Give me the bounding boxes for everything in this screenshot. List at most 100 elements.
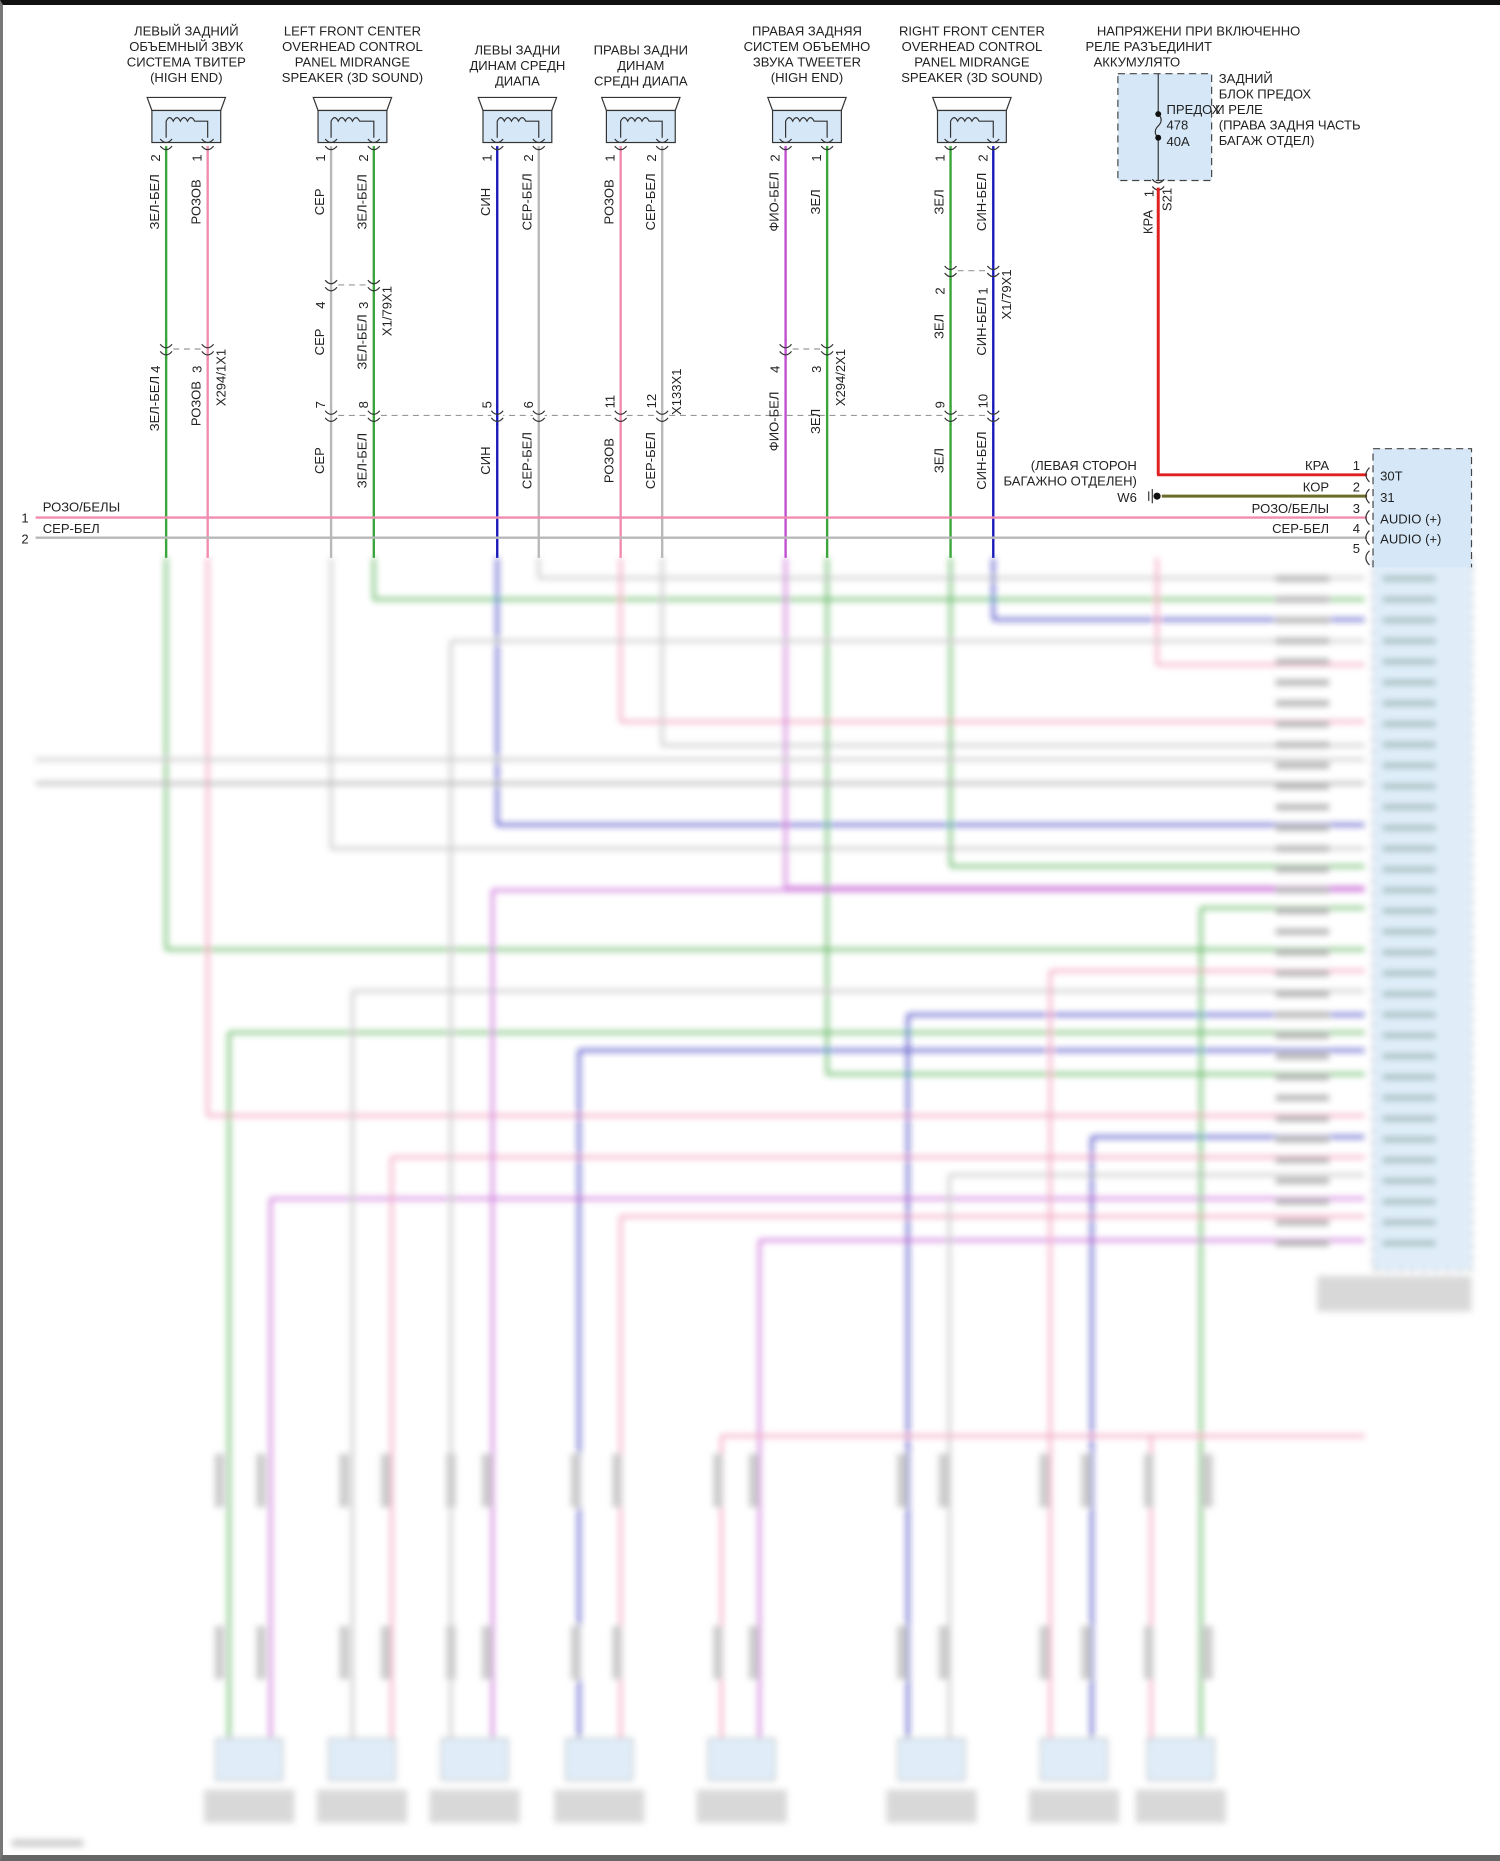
connector-pin-icon	[1365, 550, 1370, 566]
connector-pin-icon	[944, 265, 957, 278]
blurred-connector-label	[1081, 1453, 1091, 1508]
speaker-body	[482, 109, 553, 144]
wire-color-label: ЗЕЛ-БЕЛ	[147, 174, 162, 229]
blurred-pin-label	[1382, 928, 1436, 935]
pin-number: 12	[644, 394, 659, 409]
pin-number: 1	[603, 154, 618, 161]
wire-color-label: ФИО-БЕЛ	[766, 172, 781, 232]
blurred-pin-label	[1382, 679, 1436, 686]
ground-label: БАГАЖНО ОТДЕЛЕН)	[1003, 473, 1136, 488]
left-bus-lines: 1 РОЗО/БЕЛЫ 2 СЕР-БЕЛ	[21, 500, 1368, 547]
blurred-pin-label	[1382, 617, 1436, 624]
wire-color-label: СИН-БЕЛ	[974, 297, 989, 355]
wire-color-label: СИН	[478, 188, 493, 216]
pin-number: 2	[644, 154, 659, 161]
blurred-wire-label	[1275, 1053, 1330, 1060]
connector-pin-icon	[159, 343, 173, 356]
blurred-wire-label	[1275, 700, 1330, 707]
speaker-title: SPEAKER (3D SOUND)	[282, 70, 423, 85]
blurred-lower-section	[11, 557, 1473, 1847]
speaker-title: (HIGH END)	[771, 70, 843, 85]
blurred-pin-label	[1382, 845, 1436, 852]
blurred-wire-label	[1275, 804, 1330, 811]
connector-name: X133X1	[669, 369, 684, 415]
connector-pin-icon	[201, 343, 215, 356]
speaker-title: СИСТЕМ ОБЪЕМНО	[744, 39, 871, 54]
pin-number: 1	[809, 154, 824, 161]
speaker-coil-icon	[165, 117, 209, 138]
connector-pin-icon	[986, 410, 1000, 422]
blurred-wire-label	[1275, 1032, 1330, 1039]
pin-number: 1	[975, 287, 990, 294]
pin-number: 6	[521, 401, 536, 408]
pin-number: 2	[933, 287, 948, 294]
wire-color-label: СЕР-БЕЛ	[1272, 521, 1329, 536]
wire-color-label: СИН-БЕЛ	[974, 431, 989, 489]
splice-label: S21	[1159, 188, 1174, 211]
blurred-connector-label	[1081, 1625, 1091, 1680]
blurred-pin-label	[1382, 1198, 1436, 1205]
blurred-speaker-icon	[707, 1738, 776, 1781]
speaker-icon	[477, 96, 558, 112]
pin-number: 3	[809, 366, 824, 373]
blurred-connector-label	[1143, 1625, 1154, 1680]
pin-number: 1	[1353, 458, 1360, 473]
connector-pin-icon	[367, 138, 381, 151]
blurred-connector-label	[339, 1453, 349, 1508]
speaker-title: SPEAKER (3D SOUND)	[901, 70, 1042, 85]
fuse-block-label: ЗАДНИЙ	[1219, 71, 1273, 86]
pin-number: 2	[768, 154, 783, 161]
blurred-speaker-label	[554, 1789, 645, 1823]
connector-pin-icon	[1365, 509, 1370, 526]
speaker-title: ДИНАМ	[617, 58, 664, 73]
blurred-wire-label	[1275, 658, 1330, 665]
blurred-wire-label	[1275, 1177, 1330, 1184]
module-border	[1372, 448, 1473, 568]
connector-pin-icon	[1365, 488, 1370, 504]
connector-name: X294/2X1	[833, 349, 848, 406]
ground-label: (ЛЕВАЯ СТОРОН	[1031, 458, 1137, 473]
fuse-terminal	[1155, 111, 1162, 118]
blurred-speaker-label	[429, 1789, 520, 1823]
blurred-connector-label	[339, 1625, 349, 1680]
speaker-title: ЛЕВЫ ЗАДНИ	[475, 43, 561, 58]
blurred-speaker-icon	[328, 1738, 396, 1781]
pin-number: 11	[603, 395, 618, 409]
pin-number: 4	[1353, 521, 1360, 536]
blurred-wire-label	[1275, 970, 1330, 977]
speaker-title: ПРАВАЯ ЗАДНЯЯ	[752, 24, 862, 39]
fuse-label: ПРЕДОХ	[1167, 102, 1221, 117]
pin-number: 4	[148, 366, 163, 373]
blurred-wire-label	[1275, 1219, 1330, 1226]
blurred-connector-label	[214, 1453, 225, 1508]
wire-color-label: ФИО-БЕЛ	[766, 392, 781, 452]
blurred-connector-label	[938, 1453, 949, 1508]
module-pin-name: AUDIO (+)	[1380, 532, 1441, 547]
wire-color-label: СЕР	[312, 188, 327, 215]
speaker-icon	[146, 96, 227, 112]
speaker-body	[936, 109, 1007, 144]
wire-color-label: ЗЕЛ	[931, 448, 946, 473]
blurred-connector-label	[570, 1625, 581, 1680]
blurred-speaker-icon	[897, 1738, 966, 1781]
connector-X294/1X1: 4 ЗЕЛ-БЕЛ 3 РОЗОВ X294/1X1	[147, 339, 228, 431]
blurred-pin-label	[1382, 866, 1436, 873]
blurred-pin-label	[1382, 1011, 1436, 1018]
pin-number: 1	[479, 154, 494, 161]
blurred-speaker-icon	[215, 1738, 284, 1781]
connector-pin-icon	[655, 138, 669, 151]
fuse-block-label: И РЕЛЕ	[1215, 102, 1263, 117]
wire-color-label: СИН-БЕЛ	[974, 173, 989, 231]
speaker-title: ДИНАМ СРЕДН	[469, 58, 565, 73]
connector-pin-icon	[614, 138, 628, 151]
blurred-connector-label	[1203, 1625, 1213, 1680]
pin-number: 1	[933, 154, 948, 161]
wire-color-label: РОЗОВ	[602, 179, 617, 224]
connector-pin-icon	[820, 138, 834, 151]
wire-color-label: СЕР-БЕЛ	[643, 432, 658, 489]
connector-pin-icon	[1365, 467, 1370, 483]
blurred-wire-label	[1275, 783, 1330, 790]
